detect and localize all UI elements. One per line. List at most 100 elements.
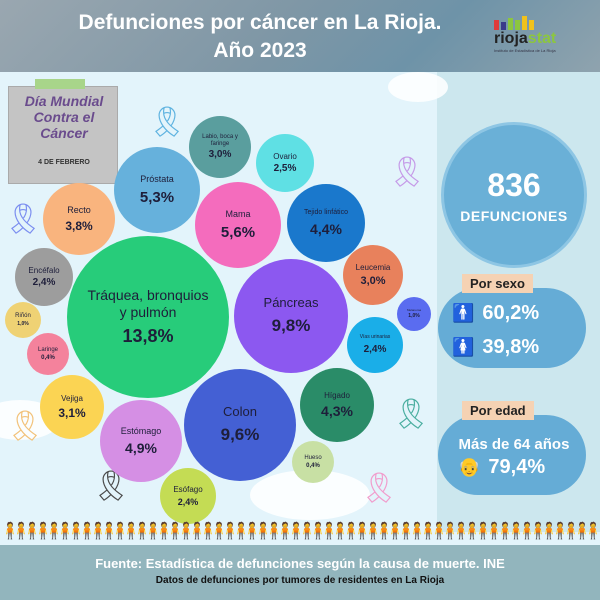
bubble-label: Tejido linfático [304, 208, 348, 216]
person-icon: 🧍 [165, 523, 185, 540]
age-row: 👴 79,4% [458, 456, 545, 479]
male-row: 🚹 60,2% [452, 302, 539, 325]
bubble-value: 4,9% [125, 440, 157, 457]
bubble-label: Vías urinarias [359, 334, 391, 341]
person-icon: 🧍 [121, 523, 141, 540]
cloud-decoration [388, 72, 448, 102]
world-cancer-day-note: Día Mundial Contra el Cáncer 4 DE FEBRER… [8, 79, 118, 184]
person-icon: 🧍 [418, 523, 438, 540]
bubble-label: Encéfalo [28, 265, 60, 275]
bubble-label: Melanoma [406, 307, 421, 312]
bubble-hueso: Hueso 0,4% [292, 441, 334, 483]
bubble-label: Colon [223, 403, 257, 419]
bubble-prostata: Próstata 5,3% [114, 147, 200, 233]
bubble-laringe: Laringe 0,4% [27, 333, 69, 375]
person-icon: 🧍 [33, 523, 53, 540]
bubble-pancreas: Páncreas 9,8% [234, 259, 348, 373]
person-icon: 🧍 [330, 523, 350, 540]
bubble-label: Tráquea, bronquios y pulmón [87, 287, 209, 320]
person-icon: 🧍 [341, 523, 361, 540]
bubble-value: 0,4% [306, 462, 320, 469]
bubble-value: 9,8% [271, 316, 311, 336]
bubble-melanoma: Melanoma 1,0% [397, 297, 431, 331]
person-icon: 🧍 [297, 523, 317, 540]
person-icon: 🧍 [572, 523, 592, 540]
bubble-value: 1,0% [17, 320, 29, 327]
person-icon: 🧍 [286, 523, 306, 540]
bubble-ovario: Ovario 2,5% [256, 134, 314, 192]
bubble-label: Leucemia [355, 262, 391, 272]
bubble-value: 3,0% [360, 275, 386, 288]
person-icon: 🧍 [209, 523, 229, 540]
person-icon: 🧍 [0, 523, 20, 540]
bubble-label: Recto [67, 205, 91, 216]
male-icon: 🚹 [452, 303, 475, 323]
title-line-1: Defunciones por cáncer en La Rioja. [78, 11, 442, 34]
person-icon: 🧍 [264, 523, 284, 540]
person-icon: 🧍 [484, 523, 504, 540]
age-group-label: Más de 64 años [458, 436, 570, 453]
person-icon: 🧍 [550, 523, 570, 540]
note-date: 4 DE FEBRERO [38, 159, 90, 166]
person-icon: 🧍 [374, 523, 394, 540]
bubble-value: 2,4% [177, 496, 199, 507]
people-row-decoration: 🧍 🧍 🧍 🧍 🧍 🧍 🧍 🧍 🧍 🧍 🧍 🧍 🧍 🧍 🧍 🧍 🧍 🧍 🧍 🧍 🧍 🧍 🧍 🧍 🧍 🧍 🧍 🧍 🧍 🧍 🧍 🧍 🧍 🧍 🧍 🧍 🧍 🧍 🧍 🧍… [0, 521, 600, 545]
person-icon: 🧍 [506, 523, 526, 540]
age-breakdown-cloud [438, 415, 586, 495]
bubble-value: 2,5% [273, 163, 297, 175]
person-icon: 🧍 [88, 523, 108, 540]
bubble-value: 4,3% [321, 403, 353, 420]
person-icon: 🧍 [22, 523, 42, 540]
footer-note: Datos de defunciones por tumores de resi… [155, 575, 445, 586]
person-icon: 🧍 [473, 523, 493, 540]
person-icon: 🧍 [462, 523, 482, 540]
bubble-value: 9,6% [220, 425, 260, 445]
bubble-value: 3,1% [58, 406, 86, 421]
bubble-value: 3,8% [65, 218, 93, 233]
person-icon: 🧍 [11, 523, 31, 540]
bubble-value: 2,4% [32, 277, 56, 289]
person-icon: 🧍 [176, 523, 196, 540]
person-icon: 🧍 [594, 521, 600, 545]
bubble-higado: Hígado 4,3% [300, 368, 374, 442]
person-icon: 🧍 [583, 523, 600, 540]
person-icon: 🧍 [132, 523, 152, 540]
bubble-vejiga: Vejiga 3,1% [40, 375, 104, 439]
sex-breakdown-cloud [438, 288, 586, 368]
bubble-label: Hueso [304, 455, 322, 462]
person-icon: 🧍 [451, 523, 471, 540]
person-icon: 🧍 [220, 523, 240, 540]
bubble-label: Labio, boca y faringe [202, 133, 238, 147]
bubble-tejido-linfatico: Tejido linfático 4,4% [287, 184, 365, 262]
person-icon: 🧍 [44, 523, 64, 540]
bubble-label: Esófago [173, 485, 203, 495]
bubble-label: Ovario [273, 151, 297, 161]
footer: Fuente: Estadística de defunciones según… [0, 545, 600, 600]
tape-decoration [35, 79, 85, 89]
ribbon-icon: 🎗 [388, 156, 427, 189]
bubble-value: 1,0% [408, 313, 420, 320]
bubble-value: 0,4% [41, 354, 55, 361]
bubble-esofago: Esófago 2,4% [160, 468, 216, 524]
elderly-couple-icon: 👴 [458, 457, 481, 477]
logo-subtitle: Instituto de Estadística de La Rioja [494, 48, 556, 53]
source-text: Fuente: Estadística de defunciones según… [95, 556, 505, 571]
person-icon: 🧍 [198, 523, 218, 540]
person-icon: 🧍 [143, 523, 163, 540]
bubble-labio-boca-faringe: Labio, boca y faringe 3,0% [189, 116, 251, 178]
male-pct: 60,2% [482, 302, 540, 324]
person-icon: 🧍 [517, 523, 537, 540]
title-line-2: Año 2023 [213, 39, 307, 62]
person-icon: 🧍 [308, 523, 328, 540]
female-row: 🚺 39,8% [452, 336, 539, 359]
bubble-estomago: Estómago 4,9% [100, 400, 182, 482]
person-icon: 🧍 [99, 523, 119, 540]
total-deaths-value: 836 [487, 166, 541, 203]
header-banner: Defunciones por cáncer en La Rioja. Año … [0, 0, 600, 72]
person-icon: 🧍 [77, 523, 97, 540]
logo-bars-icon [494, 14, 584, 30]
bubble-colon: Colon 9,6% [184, 369, 296, 481]
female-pct: 39,8% [482, 336, 540, 358]
bubble-traquea-bronquios-pulmon: Tráquea, bronquios y pulmón 13,8% [67, 236, 229, 398]
person-icon: 🧍 [275, 523, 295, 540]
